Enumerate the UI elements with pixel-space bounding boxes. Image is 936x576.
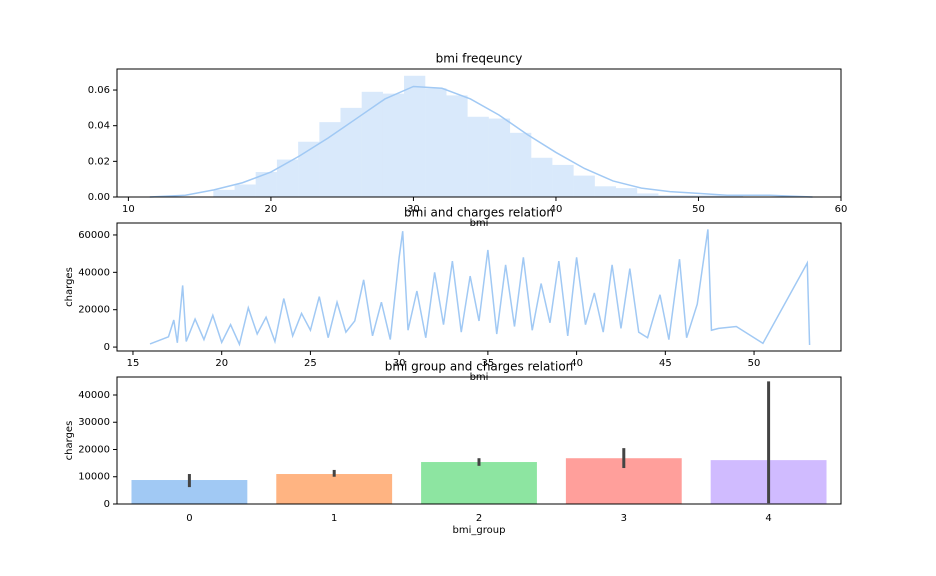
- x-tick-label: 1: [331, 513, 337, 524]
- x-tick-label: 50: [692, 204, 705, 215]
- x-tick-label: 45: [659, 358, 672, 369]
- hist-bar: [488, 118, 511, 197]
- y-tick-label: 20000: [78, 305, 110, 316]
- hist-bar: [404, 75, 426, 197]
- hist-bar: [721, 195, 744, 197]
- hist-bar: [382, 93, 405, 197]
- hist-bar: [467, 116, 489, 197]
- x-tick-label: 60: [835, 204, 848, 215]
- hist-bar: [594, 186, 616, 197]
- x-tick-label: 25: [304, 358, 317, 369]
- bar: [276, 474, 393, 504]
- hist-bar: [361, 91, 383, 197]
- chart-title: bmi freqeuncy: [436, 52, 523, 66]
- y-tick-label: 30000: [78, 417, 110, 428]
- data-line: [149, 229, 811, 347]
- x-tick-label: 4: [765, 513, 771, 524]
- y-axis-label: charges: [64, 421, 75, 461]
- hist-bar: [213, 189, 235, 197]
- hist-bar: [446, 95, 468, 197]
- hist-bar: [276, 159, 299, 197]
- hist-bar: [552, 164, 574, 197]
- y-tick-label: 20000: [78, 444, 110, 455]
- bar: [421, 462, 537, 504]
- hist-bar: [255, 172, 277, 197]
- hist-bar: [679, 195, 701, 197]
- x-tick-label: 40: [550, 204, 563, 215]
- y-tick-label: 0.06: [88, 85, 110, 96]
- hist-bar: [637, 193, 659, 197]
- hist-bar: [298, 141, 320, 197]
- hist-bar: [340, 107, 362, 197]
- x-tick-label: 3: [621, 513, 627, 524]
- y-tick-label: 0: [104, 342, 110, 353]
- x-tick-label: 20: [215, 358, 228, 369]
- hist-bar: [531, 157, 553, 197]
- bar: [131, 480, 248, 504]
- y-tick-label: 0.00: [88, 192, 110, 203]
- hist-bar: [234, 184, 256, 197]
- axes-frame: [116, 376, 842, 505]
- axes-frame: [116, 68, 842, 198]
- hist-bar: [510, 132, 532, 197]
- y-axis-label: charges: [64, 267, 75, 307]
- y-tick-label: 0.02: [88, 156, 110, 167]
- hist-bar: [700, 195, 722, 197]
- hist-bar: [658, 195, 680, 197]
- x-tick-label: 50: [748, 358, 761, 369]
- hist-bar: [425, 88, 447, 197]
- y-tick-label: 40000: [78, 267, 110, 278]
- x-tick-label: 30: [407, 204, 420, 215]
- x-tick-label: 40: [570, 358, 583, 369]
- x-tick-label: 35: [482, 358, 495, 369]
- x-tick-label: 0: [186, 513, 192, 524]
- y-tick-label: 40000: [78, 390, 110, 401]
- chart-title: bmi and charges relation: [404, 206, 554, 220]
- axes-frame: [116, 222, 842, 352]
- x-axis-label: bmi_group: [453, 525, 506, 536]
- hist-bar: [319, 122, 341, 197]
- x-tick-label: 2: [476, 513, 482, 524]
- kde-line: [149, 85, 813, 198]
- x-tick-label: 15: [127, 358, 140, 369]
- x-tick-label: 20: [265, 204, 278, 215]
- hist-bar: [615, 188, 638, 197]
- chart-title: bmi group and charges relation: [385, 360, 574, 374]
- x-tick-label: 10: [122, 204, 135, 215]
- y-tick-label: 0: [104, 499, 110, 510]
- hist-bar: [573, 175, 595, 197]
- y-tick-label: 0.04: [88, 121, 110, 132]
- y-tick-label: 60000: [78, 230, 110, 241]
- y-tick-label: 10000: [78, 472, 110, 483]
- x-tick-label: 30: [393, 358, 406, 369]
